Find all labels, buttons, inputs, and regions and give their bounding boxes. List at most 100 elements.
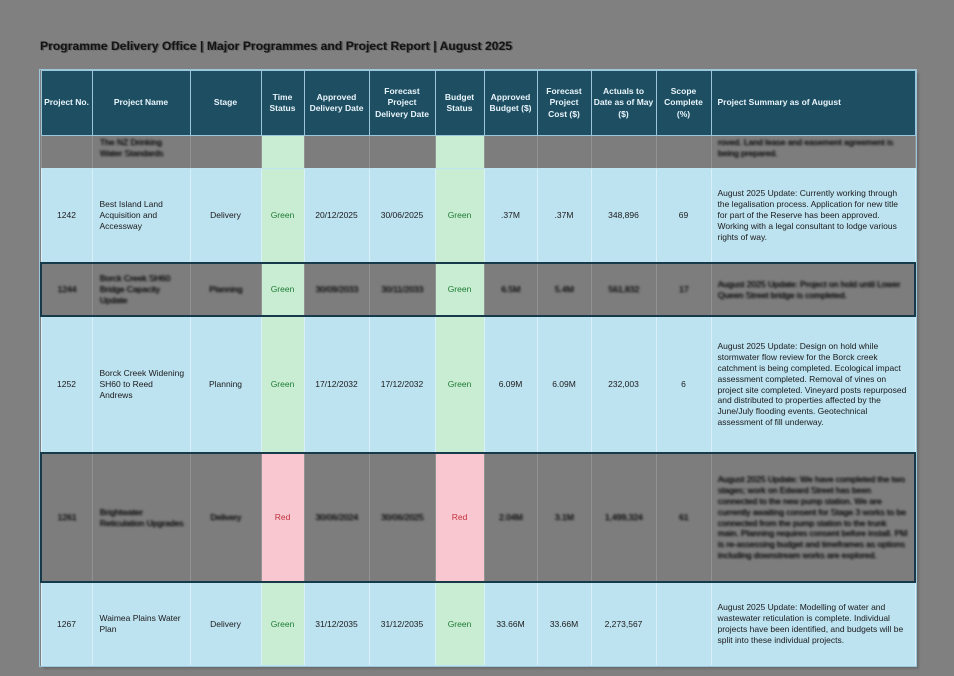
cell-forecast_cost: 5.4M <box>536 262 592 317</box>
cell-project_name: Best Island Land Acquisition and Accessw… <box>91 168 191 264</box>
project-report-table: Project No. Project Name Stage Time Status A… <box>39 69 917 667</box>
cell-summary: August 2025 Update: Project on hold unti… <box>710 262 916 317</box>
column-header-stage: Stage <box>189 70 262 136</box>
cell-scope_complete: 69 <box>655 168 712 264</box>
obscured-text: 30/09/2033 <box>315 284 358 295</box>
cell-budget_status: Green <box>434 168 485 264</box>
cell-time_status: Red <box>260 452 305 583</box>
cell-scope_complete: 6 <box>655 315 712 454</box>
cell-approved_delivery_date <box>303 135 370 169</box>
cell-project_name: Brightwater Reticulation Upgrades <box>91 452 191 583</box>
obscured-text: 6.5M <box>501 284 520 295</box>
cell-budget_status: Green <box>434 315 485 454</box>
cell-stage <box>189 135 262 169</box>
cell-actuals_to_date: 2,273,567 <box>590 581 657 666</box>
cell-time_status <box>260 135 305 169</box>
obscured-text: 30/06/2024 <box>315 512 358 523</box>
cell-forecast_cost: 33.66M <box>536 581 592 666</box>
cell-approved_delivery_date: 30/06/2024 <box>303 452 370 583</box>
cell-project_no: 1252 <box>40 315 93 454</box>
cell-summary: August 2025 Update: Design on hold while… <box>710 315 916 454</box>
table-row: 1244 Borck Creek SH60 Bridge Capacity Upd… <box>40 262 916 317</box>
column-header-summary: Project Summary as of August <box>710 70 916 136</box>
cell-time_status: Green <box>260 262 305 317</box>
cell-project_name: Borck Creek SH60 Bridge Capacity Update <box>91 262 191 317</box>
cell-project_no: 1261 <box>40 452 93 583</box>
column-header-approved_delivery_date: Approved Delivery Date <box>303 70 370 136</box>
cell-approved_delivery_date: 31/12/2035 <box>303 581 370 666</box>
cell-forecast_cost: .37M <box>536 168 592 264</box>
cell-forecast_delivery_date: 30/06/2025 <box>368 168 436 264</box>
obscured-text: Delivery <box>210 512 241 523</box>
table-row: 1242 Best Island Land Acquisition and Acc… <box>40 168 916 264</box>
cell-project_no: 1242 <box>40 168 93 264</box>
cell-project_name: Waimea Plains Water Plan <box>91 581 191 666</box>
obscured-text: 1261 <box>57 512 77 523</box>
cell-forecast_delivery_date: 17/12/2032 <box>368 315 436 454</box>
cell-actuals_to_date: 348,896 <box>590 168 657 264</box>
cell-actuals_to_date: 1,499,324 <box>590 452 657 583</box>
obscured-text: Borck Creek SH60 Bridge Capacity Update <box>99 273 170 305</box>
table-body: The NZ Drinking Water Standards roved. La… <box>40 135 916 666</box>
column-header-forecast_cost: Forecast Project Cost ($) <box>536 70 592 136</box>
cell-project_no: 1244 <box>40 262 93 317</box>
cell-forecast_cost: 6.09M <box>536 315 592 454</box>
table-row: 1252 Borck Creek Widening SH60 to Reed An… <box>40 315 916 454</box>
obscured-text: 5.4M <box>554 284 574 295</box>
obscured-text: roved. Land lease and easement agreement… <box>717 137 893 158</box>
cell-budget_status: Green <box>434 581 485 666</box>
cell-summary: August 2025 Update: Currently working th… <box>710 168 916 264</box>
obscured-text: 3.1M <box>554 512 574 523</box>
obscured-text: 1244 <box>57 284 77 295</box>
cell-approved_delivery_date: 17/12/2032 <box>303 315 370 454</box>
cell-scope_complete <box>655 581 712 666</box>
cell-stage: Delivery <box>189 581 262 666</box>
obscured-text: 561,832 <box>608 284 639 295</box>
column-header-forecast_delivery_date: Forecast Project Delivery Date <box>368 70 436 136</box>
cell-summary: August 2025 Update: Modelling of water a… <box>710 581 916 666</box>
cell-approved_delivery_date: 30/09/2033 <box>303 262 370 317</box>
cell-actuals_to_date <box>590 135 657 169</box>
cell-budget_status: Green <box>434 262 485 317</box>
cell-approved_budget: .37M <box>483 168 538 264</box>
cell-scope_complete: 17 <box>655 262 712 317</box>
cell-time_status: Green <box>260 168 305 264</box>
cell-stage: Delivery <box>189 452 262 583</box>
cell-forecast_delivery_date <box>368 135 436 169</box>
column-header-time_status: Time Status <box>260 70 305 136</box>
cell-stage: Delivery <box>189 168 262 264</box>
cell-forecast_delivery_date: 31/12/2035 <box>368 581 436 666</box>
cell-project_no: 1267 <box>40 581 93 666</box>
cell-scope_complete <box>655 135 712 169</box>
page-title: Programme Delivery Office | Major Progra… <box>40 39 513 53</box>
cell-time_status: Green <box>260 315 305 454</box>
table-row: 1261 Brightwater Reticulation Upgrades Del… <box>40 452 916 583</box>
obscured-text: Planning <box>208 284 243 295</box>
cell-approved_budget: 6.09M <box>483 315 538 454</box>
cell-approved_delivery_date: 20/12/2025 <box>303 168 370 264</box>
column-header-approved_budget: Approved Budget ($) <box>483 70 538 136</box>
cell-actuals_to_date: 232,003 <box>590 315 657 454</box>
cell-forecast_delivery_date: 30/11/2033 <box>368 262 436 317</box>
obscured-text: 2.04M <box>498 512 523 523</box>
column-header-project_no: Project No. <box>40 70 93 136</box>
cell-project_name: The NZ Drinking Water Standards <box>91 135 191 169</box>
cell-approved_budget: 33.66M <box>483 581 538 666</box>
obscured-text: 61 <box>678 512 689 523</box>
cell-actuals_to_date: 561,832 <box>590 262 657 317</box>
table-row: 1267 Waimea Plains Water Plan Delivery Gree… <box>40 581 916 666</box>
cell-stage: Planning <box>189 315 262 454</box>
header-row: Project No. Project Name Stage Time Status A… <box>40 70 916 136</box>
obscured-text: August 2025 Update: We have completed th… <box>717 474 907 561</box>
cell-forecast_cost <box>536 135 592 169</box>
column-header-scope_complete: Scope Complete (%) <box>655 70 712 136</box>
column-header-actuals_to_date: Actuals to Date as of May ($) <box>590 70 657 136</box>
obscured-text: 17 <box>678 284 689 295</box>
cell-stage: Planning <box>189 262 262 317</box>
cell-summary: roved. Land lease and easement agreement… <box>710 135 916 169</box>
obscured-text: Brightwater Reticulation Upgrades <box>99 506 184 528</box>
cell-forecast_cost: 3.1M <box>536 452 592 583</box>
obscured-text: 1,499,324 <box>604 512 643 523</box>
column-header-budget_status: Budget Status <box>434 70 485 136</box>
obscured-text: 30/11/2033 <box>381 284 423 295</box>
